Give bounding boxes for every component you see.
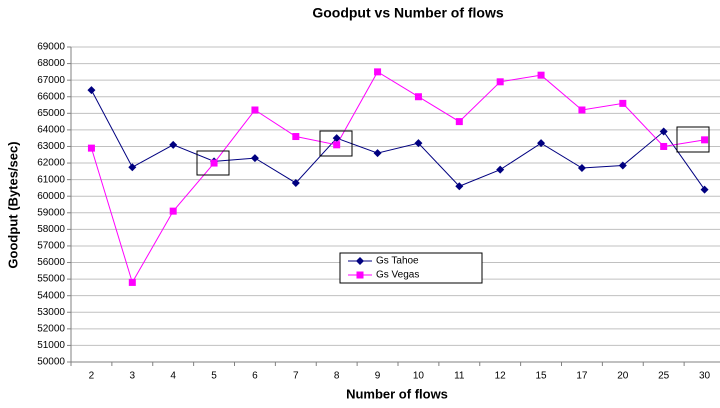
x-tick-label: 15 — [536, 371, 548, 382]
x-tick-label: 12 — [495, 371, 507, 382]
marker — [618, 161, 627, 170]
x-tick-label: 17 — [576, 371, 588, 382]
legend: Gs Tahoe Gs Vegas — [339, 252, 483, 284]
marker — [356, 257, 364, 265]
marker — [128, 163, 137, 172]
y-tick-label: 56000 — [37, 257, 65, 268]
marker — [87, 144, 95, 152]
highlight-box — [676, 126, 710, 153]
marker — [169, 140, 178, 149]
y-tick-label: 59000 — [37, 207, 65, 218]
marker — [333, 141, 341, 149]
marker — [701, 136, 709, 144]
y-tick-label: 62000 — [37, 158, 65, 169]
y-tick-label: 58000 — [37, 224, 65, 235]
x-tick-label: 5 — [211, 371, 217, 382]
marker — [414, 93, 422, 101]
plot — [87, 68, 709, 286]
y-tick-label: 60000 — [37, 191, 65, 202]
x-tick-label: 10 — [413, 371, 425, 382]
marker — [537, 139, 546, 148]
highlight-box — [319, 130, 353, 157]
chart-title: Goodput vs Number of flows — [312, 5, 504, 21]
marker — [700, 185, 709, 194]
y-tick-label: 63000 — [37, 141, 65, 152]
y-axis-title: Goodput (Bytes/sec) — [5, 141, 20, 268]
marker — [373, 149, 382, 158]
marker — [169, 207, 177, 215]
legend-label: Gs Vegas — [376, 270, 419, 281]
marker — [414, 139, 423, 148]
marker — [87, 86, 96, 95]
series-line — [90, 89, 705, 190]
y-tick-label: 65000 — [37, 108, 65, 119]
x-tick-label: 9 — [375, 371, 381, 382]
marker — [455, 118, 463, 126]
y-tick-label: 64000 — [37, 125, 65, 136]
marker — [250, 154, 259, 163]
marker — [619, 99, 627, 107]
y-tick-label: 51000 — [37, 340, 65, 351]
highlight-box — [196, 150, 230, 176]
marker — [291, 178, 300, 187]
x-tick-label: 2 — [89, 371, 95, 382]
legend-box — [339, 252, 483, 284]
y-tick-label: 67000 — [37, 75, 65, 86]
marker — [374, 68, 382, 76]
y-tick-label: 66000 — [37, 91, 65, 102]
legend-label: Gs Tahoe — [376, 256, 419, 267]
x-tick-label: 8 — [334, 371, 340, 382]
marker — [578, 106, 586, 114]
x-tick-label: 30 — [699, 371, 711, 382]
marker — [660, 142, 668, 150]
marker — [659, 127, 668, 136]
marker — [332, 134, 341, 143]
grid: 50000 51000 52000 53000 54000 55000 56000 57000… — [37, 42, 720, 382]
y-tick-label: 54000 — [37, 290, 65, 301]
marker — [496, 165, 505, 174]
marker — [496, 78, 504, 86]
x-axis-title: Number of flows — [346, 386, 448, 401]
x-tick-label: 11 — [454, 371, 465, 382]
x-tick-label: 4 — [170, 371, 176, 382]
marker — [455, 182, 464, 191]
marker — [356, 271, 364, 279]
y-tick-label: 57000 — [37, 241, 65, 252]
marker — [210, 159, 218, 167]
y-tick-label: 53000 — [37, 307, 65, 318]
marker — [537, 71, 545, 79]
y-tick-label: 68000 — [37, 58, 65, 69]
x-tick-label: 25 — [658, 371, 670, 382]
y-tick-label: 69000 — [37, 42, 65, 53]
x-tick-label: 7 — [293, 371, 299, 382]
y-tick-label: 50000 — [37, 357, 65, 368]
y-tick-label: 52000 — [37, 323, 65, 334]
marker — [251, 106, 259, 114]
series-line — [90, 71, 705, 284]
y-tick-label: 55000 — [37, 274, 65, 285]
marker — [577, 164, 586, 173]
marker — [292, 133, 300, 141]
x-tick-label: 6 — [252, 371, 258, 382]
y-tick-label: 61000 — [37, 174, 65, 185]
x-tick-label: 20 — [617, 371, 629, 382]
marker — [128, 278, 136, 286]
x-tick-label: 3 — [130, 371, 136, 382]
